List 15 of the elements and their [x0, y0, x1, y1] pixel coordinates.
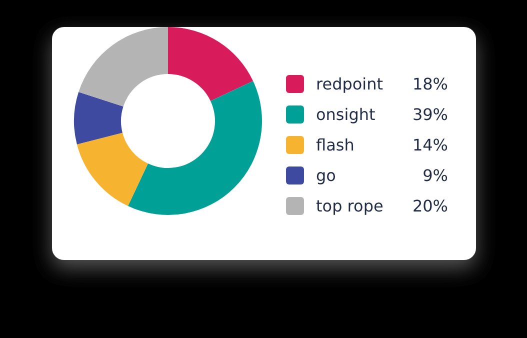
donut-slice	[76, 132, 148, 206]
legend-label: onsight	[316, 105, 376, 124]
legend-label: go	[316, 166, 336, 186]
donut-slice	[78, 27, 168, 106]
data-label: 39%	[412, 105, 448, 124]
data-label: 20%	[412, 196, 448, 216]
legend-label: redpoint	[316, 74, 384, 94]
data-label: 14%	[412, 136, 448, 155]
data-label: 18%	[412, 74, 448, 94]
donut-slice	[168, 27, 254, 101]
data-label: 9%	[422, 166, 448, 186]
donut-slice	[128, 80, 262, 215]
legend-label: flash	[316, 136, 354, 155]
legend-label: top rope	[316, 196, 384, 216]
donut-slice	[74, 92, 124, 144]
